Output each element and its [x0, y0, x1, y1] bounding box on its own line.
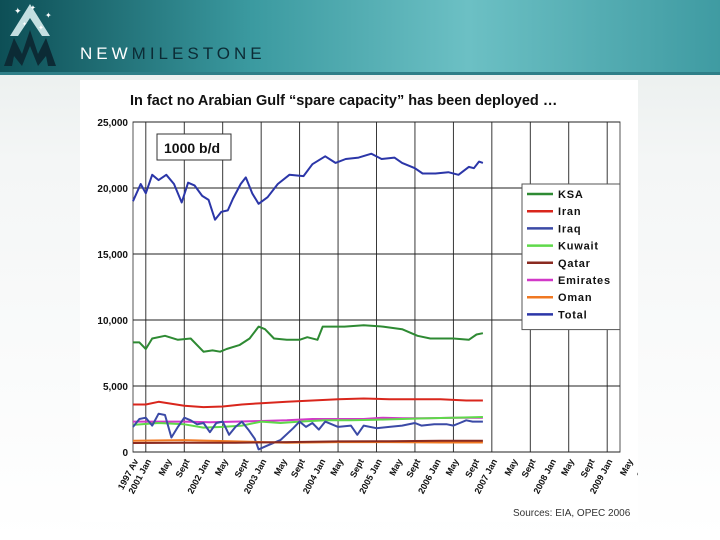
legend-label-oman: Oman	[558, 292, 592, 304]
spare-capacity-chart: In fact no Arabian Gulf “spare capacity”…	[97, 93, 653, 519]
x-tick-label: May	[618, 457, 635, 477]
brand-part-new: NEW	[80, 44, 132, 63]
x-tick-label: Sept	[463, 457, 481, 479]
legend-label-qatar: Qatar	[558, 258, 591, 270]
legend-label-iraq: Iraq	[558, 223, 581, 235]
x-tick-label: Sept	[289, 457, 307, 479]
legend-label-total: Total	[558, 309, 587, 321]
legend-label-emirates: Emirates	[558, 275, 611, 287]
unit-label-box: 1000 b/d	[156, 133, 232, 161]
x-tick-label: May	[503, 457, 520, 477]
svg-text:✦: ✦	[38, 24, 44, 32]
x-tick-label: Sept	[404, 457, 422, 479]
x-tick-label: Sept	[233, 457, 251, 479]
x-tick-label: Sept	[348, 457, 366, 479]
y-tick-label: 20,000	[97, 184, 128, 195]
x-tick-label: May	[387, 457, 404, 477]
x-tick-label: May	[559, 457, 576, 477]
series-line-kuwait	[132, 416, 483, 429]
series-line-qatar	[132, 439, 483, 444]
svg-text:✦: ✦	[45, 11, 52, 20]
header-divider	[0, 72, 720, 75]
chart-title: In fact no Arabian Gulf “spare capacity”…	[130, 93, 557, 109]
y-tick-label: 15,000	[97, 250, 128, 261]
series-line-iran	[133, 397, 483, 409]
series-line-ksa	[133, 324, 484, 353]
x-tick-label: Sept	[174, 457, 192, 479]
x-tick-label: May	[272, 457, 289, 477]
x-tick-label: Sept	[579, 457, 597, 479]
legend-label-kuwait: Kuwait	[558, 241, 599, 253]
series-line-total	[132, 152, 484, 221]
x-tick-label: Sept	[635, 457, 638, 479]
legend-label-ksa: KSA	[558, 189, 584, 201]
y-tick-label: 0	[122, 448, 128, 459]
source-note: Sources: EIA, OPEC 2006	[513, 508, 631, 519]
y-tick-label: 5,000	[103, 382, 128, 393]
y-tick-label: 25,000	[97, 118, 128, 129]
brand-name: NEWMILESTONE	[80, 44, 266, 64]
milestone-logo-icon: ✦ ✦ ✦ ✦ ✦	[4, 4, 56, 66]
y-tick-label: 10,000	[97, 316, 128, 327]
svg-text:✦: ✦	[30, 4, 36, 12]
unit-label: 1000 b/d	[164, 140, 220, 156]
legend-box	[521, 183, 621, 331]
series-line-iraq	[132, 412, 483, 451]
legend: KSA Iran Iraq Kuwait Qatar Emirates Oman Total	[521, 183, 621, 331]
x-tick-label: Sept	[520, 457, 538, 479]
x-tick-label: May	[213, 457, 230, 477]
svg-text:✦: ✦	[14, 6, 22, 16]
chart-panel: In fact no Arabian Gulf “spare capacity”…	[80, 80, 653, 522]
x-tick-label: May	[157, 457, 174, 477]
header-banner	[0, 0, 720, 74]
x-tick-label: May	[328, 457, 345, 477]
x-tick-label: May	[444, 457, 461, 477]
legend-label-iran: Iran	[558, 206, 581, 218]
svg-text:✦: ✦	[22, 21, 27, 28]
series-lines	[132, 152, 484, 451]
brand-part-milestone: MILESTONE	[131, 44, 266, 63]
